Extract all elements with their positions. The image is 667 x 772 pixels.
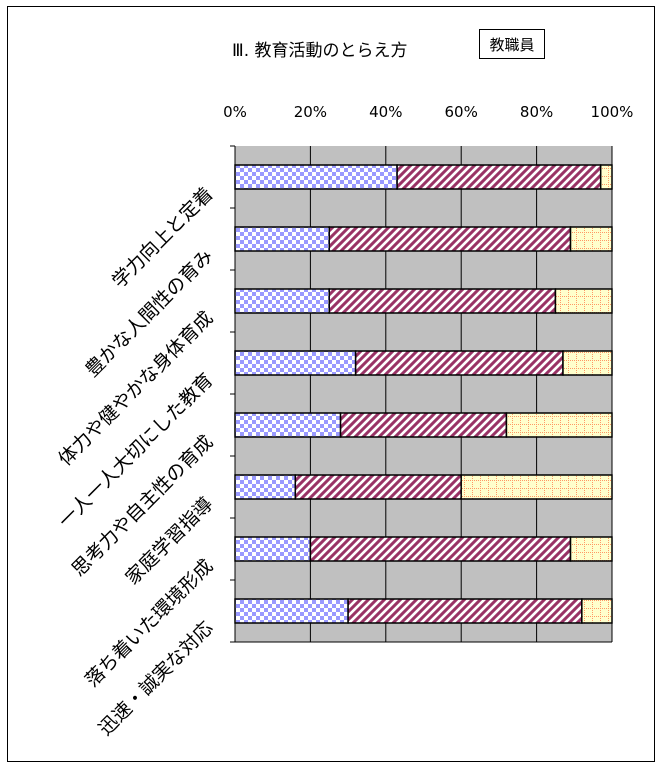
bar-segment	[328, 226, 572, 252]
x-tick-label: 20%	[294, 103, 327, 121]
bar-segment	[569, 226, 613, 252]
category-label: 迅速・誠実な対応	[94, 617, 217, 740]
bar-segment	[396, 164, 602, 190]
bar-segment	[234, 598, 349, 624]
bar-segment	[339, 412, 508, 438]
bar-segment	[354, 350, 564, 376]
x-tick-label: 40%	[369, 103, 402, 121]
respondent-badge: 教職員	[479, 29, 545, 59]
bar-segment	[347, 598, 583, 624]
bar-segment	[234, 226, 330, 252]
x-tick-label: 80%	[520, 103, 553, 121]
bar-segment	[328, 288, 557, 314]
x-tick-label: 60%	[445, 103, 478, 121]
bar-segment	[460, 474, 613, 500]
bar-segment	[569, 536, 613, 562]
x-tick-label: 100%	[591, 103, 634, 121]
bar-segment	[294, 474, 462, 500]
bar-segment	[234, 536, 312, 562]
bar-segment	[554, 288, 613, 314]
plot-area	[235, 146, 612, 642]
bar-segment	[581, 598, 613, 624]
bar-segment	[562, 350, 613, 376]
bar-segment	[309, 536, 572, 562]
bar-segment	[234, 288, 330, 314]
bar-segment	[234, 350, 357, 376]
chart-title: Ⅲ. 教育活動のとらえ方	[232, 41, 408, 61]
bar-segment	[505, 412, 613, 438]
bar-segment	[599, 164, 613, 190]
bar-segment	[234, 412, 342, 438]
x-tick-label: 0%	[223, 103, 247, 121]
bar-segment	[234, 474, 297, 500]
bar-segment	[234, 164, 398, 190]
